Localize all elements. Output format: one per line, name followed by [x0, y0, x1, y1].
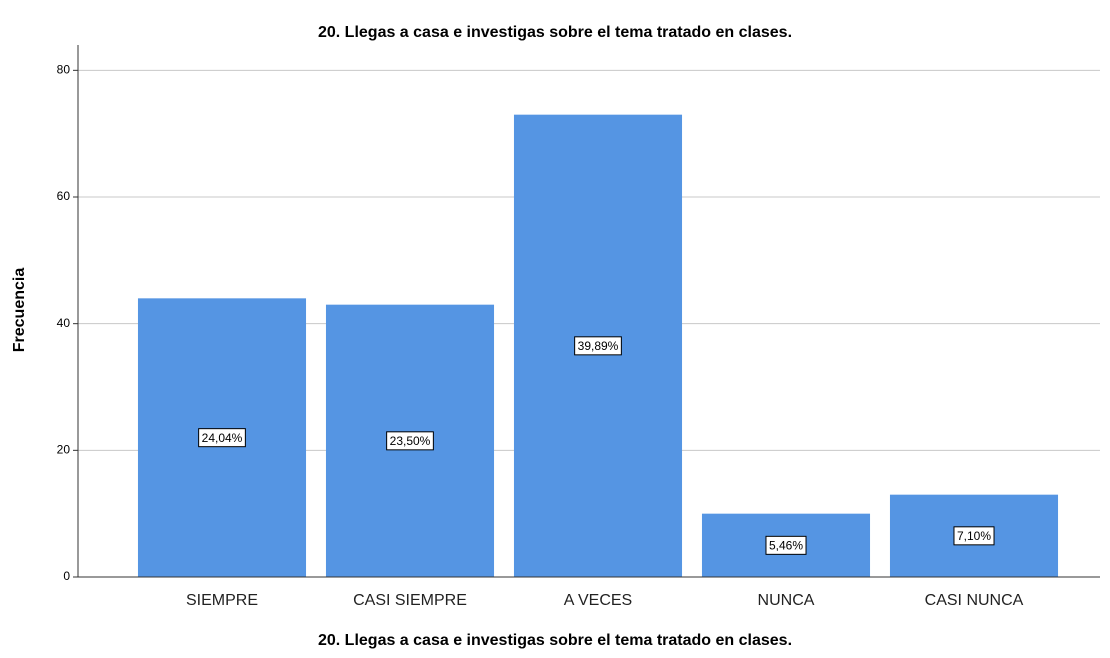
percent-label: 7,10% [957, 529, 991, 543]
percent-label-box [574, 336, 622, 356]
x-tick-label: SIEMPRE [186, 592, 258, 609]
x-tick-label: NUNCA [758, 592, 815, 609]
x-tick-label: CASI NUNCA [925, 592, 1024, 609]
percent-label: 24,04% [202, 431, 243, 445]
y-tick-label: 0 [63, 569, 70, 583]
percent-label: 39,89% [578, 339, 619, 353]
percent-label-box [765, 535, 807, 555]
x-tick-label: CASI SIEMPRE [353, 592, 467, 609]
y-tick-label: 20 [57, 443, 71, 457]
y-tick-label: 80 [57, 63, 71, 77]
percent-label: 23,50% [390, 434, 431, 448]
y-axis-label: Frecuencia [11, 268, 28, 353]
percent-label: 5,46% [769, 539, 803, 553]
x-tick-label: A VECES [564, 592, 632, 609]
y-tick-label: 40 [57, 316, 71, 330]
percent-label-box [953, 526, 995, 546]
x-axis-label: 20. Llegas a casa e investigas sobre el … [318, 632, 792, 649]
chart-title: 20. Llegas a casa e investigas sobre el … [318, 24, 792, 41]
percent-label-box [386, 431, 434, 451]
percent-label-box [198, 428, 246, 448]
y-tick-label: 60 [57, 189, 71, 203]
